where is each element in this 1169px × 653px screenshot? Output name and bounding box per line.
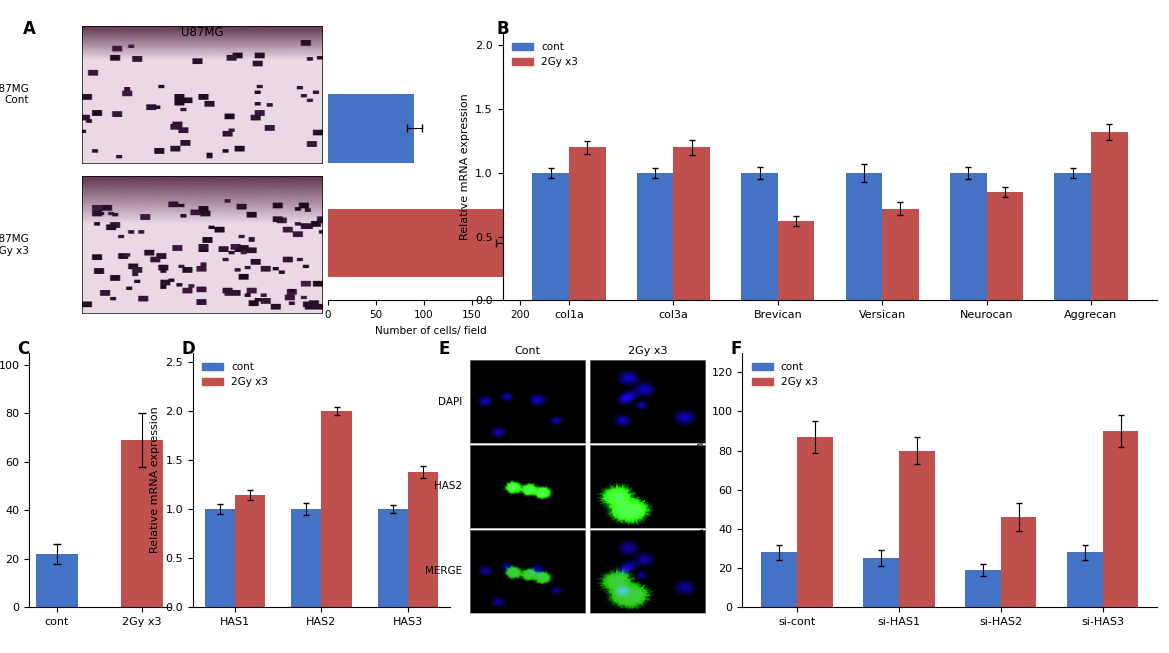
Text: B: B [497,20,510,38]
Bar [235,495,265,607]
Bar [863,558,899,607]
Bar [797,437,832,607]
Bar [120,440,164,607]
Text: F: F [731,340,742,358]
Bar [966,570,1001,607]
Text: C: C [18,340,29,358]
Text: Cont: Cont [514,346,540,356]
Bar [761,552,797,607]
Bar [1001,517,1037,607]
Y-axis label: HA concentration(ng/㎏ℓ): HA concentration(ng/㎏ℓ) [696,417,706,543]
Bar [205,509,235,607]
Bar [569,148,606,300]
Legend: cont, 2Gy x3: cont, 2Gy x3 [507,38,582,71]
Bar [741,173,777,300]
Bar [899,451,934,607]
Bar [1054,173,1091,300]
Bar [327,208,505,278]
Text: U87MG: U87MG [180,26,223,39]
Bar [378,509,408,607]
Bar [327,94,414,163]
Bar [321,411,352,607]
Bar [637,173,673,300]
Bar [845,173,883,300]
X-axis label: Number of cells/ field: Number of cells/ field [375,326,486,336]
Bar [1102,431,1139,607]
Text: 2Gy x3: 2Gy x3 [628,346,667,356]
Bar [291,509,321,607]
Text: HAS2: HAS2 [434,481,462,492]
Text: MERGE: MERGE [424,566,462,577]
Text: DAPI: DAPI [437,396,462,407]
Bar [408,472,438,607]
Text: D: D [181,340,195,358]
Text: U87MG
2Gy x3: U87MG 2Gy x3 [0,234,29,256]
Legend: cont, 2Gy x3: cont, 2Gy x3 [198,358,272,391]
Bar [987,192,1023,300]
Text: U87MG
Cont: U87MG Cont [0,84,29,106]
Bar [883,208,919,300]
Legend: cont, 2Gy x3: cont, 2Gy x3 [747,358,822,391]
Bar [777,221,815,300]
Y-axis label: Relative mRNA expression: Relative mRNA expression [459,93,470,240]
Text: A: A [23,20,36,38]
Bar [673,148,710,300]
Y-axis label: Relative mRNA expression: Relative mRNA expression [150,407,160,553]
Bar [1091,132,1128,300]
Bar [35,554,78,607]
Bar [950,173,987,300]
Bar [532,173,569,300]
Text: E: E [438,340,450,358]
Bar [1067,552,1102,607]
